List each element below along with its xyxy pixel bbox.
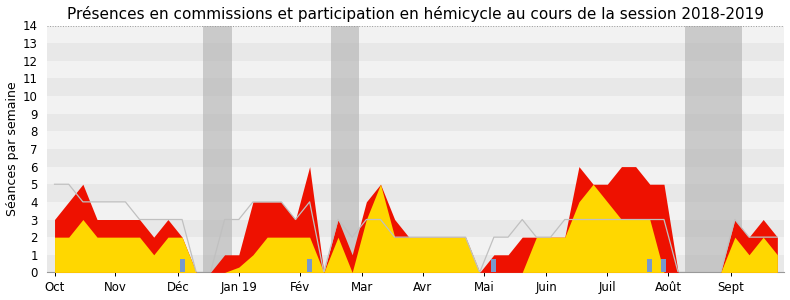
Bar xyxy=(47,255,784,272)
Bar xyxy=(661,259,667,272)
Y-axis label: Séances par semaine: Séances par semaine xyxy=(6,82,18,216)
Bar xyxy=(47,61,784,78)
Bar xyxy=(47,220,784,237)
Bar xyxy=(47,149,784,166)
Bar xyxy=(203,26,231,272)
Bar xyxy=(47,202,784,220)
Bar xyxy=(685,26,742,272)
Bar xyxy=(47,96,784,114)
Bar xyxy=(47,114,784,131)
Bar xyxy=(331,26,359,272)
Bar xyxy=(47,237,784,255)
Bar xyxy=(47,167,784,184)
Bar xyxy=(47,131,784,149)
Bar xyxy=(647,259,653,272)
Bar xyxy=(47,78,784,96)
Bar xyxy=(179,259,185,272)
Title: Présences en commissions et participation en hémicycle au cours de la session 20: Présences en commissions et participatio… xyxy=(67,6,765,22)
Bar xyxy=(307,259,312,272)
Bar xyxy=(47,43,784,61)
Bar xyxy=(491,259,496,272)
Bar xyxy=(47,184,784,202)
Bar xyxy=(47,26,784,43)
